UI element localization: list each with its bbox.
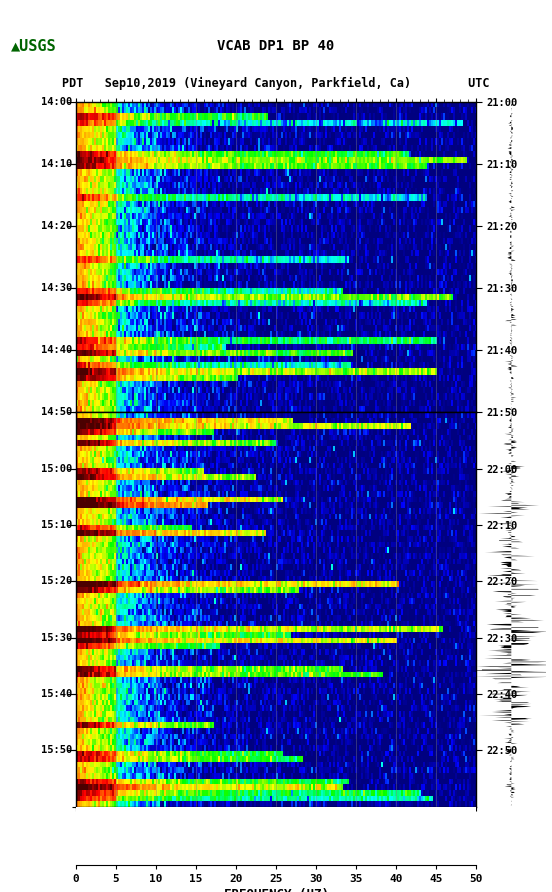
Text: ▲USGS: ▲USGS: [11, 38, 56, 54]
Text: 15:40: 15:40: [41, 689, 72, 699]
Text: 14:00: 14:00: [41, 97, 72, 107]
Text: 14:50: 14:50: [41, 408, 72, 417]
Text: 14:10: 14:10: [41, 160, 72, 169]
Text: 15:10: 15:10: [41, 520, 72, 530]
Text: 15:00: 15:00: [41, 464, 72, 474]
Text: 14:40: 14:40: [41, 345, 72, 355]
Text: 14:30: 14:30: [41, 284, 72, 293]
Text: PDT   Sep10,2019 (Vineyard Canyon, Parkfield, Ca)        UTC: PDT Sep10,2019 (Vineyard Canyon, Parkfie…: [62, 77, 490, 90]
Text: 15:30: 15:30: [41, 632, 72, 642]
Text: 15:20: 15:20: [41, 576, 72, 586]
X-axis label: FREQUENCY (HZ): FREQUENCY (HZ): [224, 887, 328, 892]
Text: 14:20: 14:20: [41, 221, 72, 231]
Text: VCAB DP1 BP 40: VCAB DP1 BP 40: [217, 38, 335, 53]
Text: 15:50: 15:50: [41, 745, 72, 756]
